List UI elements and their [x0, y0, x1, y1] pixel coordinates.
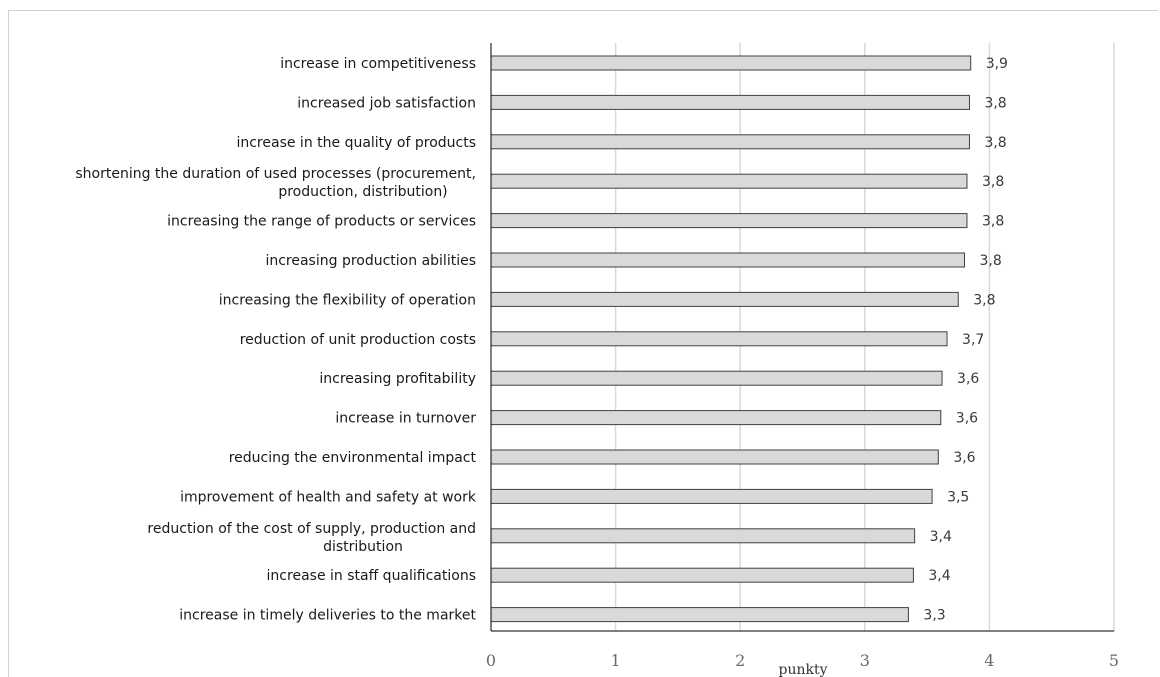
bar-6 — [490, 291, 959, 307]
value-label-0: 3,9 — [986, 56, 1008, 72]
bar-2 — [490, 134, 970, 150]
value-label-7: 3,7 — [962, 332, 984, 348]
bar-11 — [490, 488, 933, 504]
chart-frame — [8, 10, 1158, 677]
category-label-7: reduction of unit production costs — [240, 332, 476, 348]
x-tick-label-3: 3 — [860, 651, 870, 670]
category-label-14: increase in timely deliveries to the mar… — [179, 608, 476, 624]
bar-10 — [490, 449, 939, 465]
category-label-5: increasing production abilities — [265, 253, 476, 269]
x-tick-label-1: 1 — [611, 651, 621, 670]
bar-0 — [490, 55, 972, 71]
category-label-12: reduction of the cost of supply, product… — [147, 521, 476, 555]
value-label-12: 3,4 — [930, 529, 952, 545]
x-axis-title: punkty — [778, 662, 827, 677]
value-label-5: 3,8 — [979, 253, 1001, 269]
category-label-4: increasing the range of products or serv… — [167, 214, 476, 230]
value-label-4: 3,8 — [982, 214, 1004, 230]
category-label-10: reducing the environmental impact — [229, 450, 477, 466]
category-label-13: increase in staff qualifications — [267, 568, 476, 584]
bar-12 — [490, 528, 916, 544]
category-label-2: increase in the quality of products — [236, 135, 476, 151]
bar-5 — [490, 252, 965, 268]
value-label-9: 3,6 — [956, 411, 978, 427]
value-label-1: 3,8 — [984, 95, 1006, 111]
x-tick-label-0: 0 — [486, 651, 496, 670]
category-label-1: increased job satisfaction — [297, 95, 476, 111]
category-label-11: improvement of health and safety at work — [180, 489, 477, 505]
value-label-11: 3,5 — [947, 489, 969, 505]
bar-4 — [490, 213, 968, 229]
value-label-14: 3,3 — [923, 608, 945, 624]
category-label-0: increase in competitiveness — [280, 56, 476, 72]
bar-8 — [490, 370, 943, 386]
value-label-3: 3,8 — [982, 174, 1004, 190]
value-label-10: 3,6 — [953, 450, 975, 466]
category-label-3: shortening the duration of used processe… — [75, 166, 476, 200]
value-label-6: 3,8 — [973, 292, 995, 308]
x-tick-label-5: 5 — [1109, 651, 1119, 670]
bar-13 — [490, 567, 914, 583]
category-label-6: increasing the flexibility of operation — [219, 292, 476, 308]
value-label-13: 3,4 — [928, 568, 950, 584]
x-tick-label-2: 2 — [735, 651, 745, 670]
bar-7 — [490, 331, 948, 347]
category-label-8: increasing profitability — [319, 371, 476, 387]
x-tick-label-4: 4 — [984, 651, 994, 670]
bar-3 — [490, 173, 968, 189]
bar-1 — [490, 94, 970, 110]
bar-14 — [490, 607, 909, 623]
bar-9 — [490, 410, 942, 426]
category-label-9: increase in turnover — [335, 411, 476, 427]
value-label-2: 3,8 — [984, 135, 1006, 151]
value-label-8: 3,6 — [957, 371, 979, 387]
